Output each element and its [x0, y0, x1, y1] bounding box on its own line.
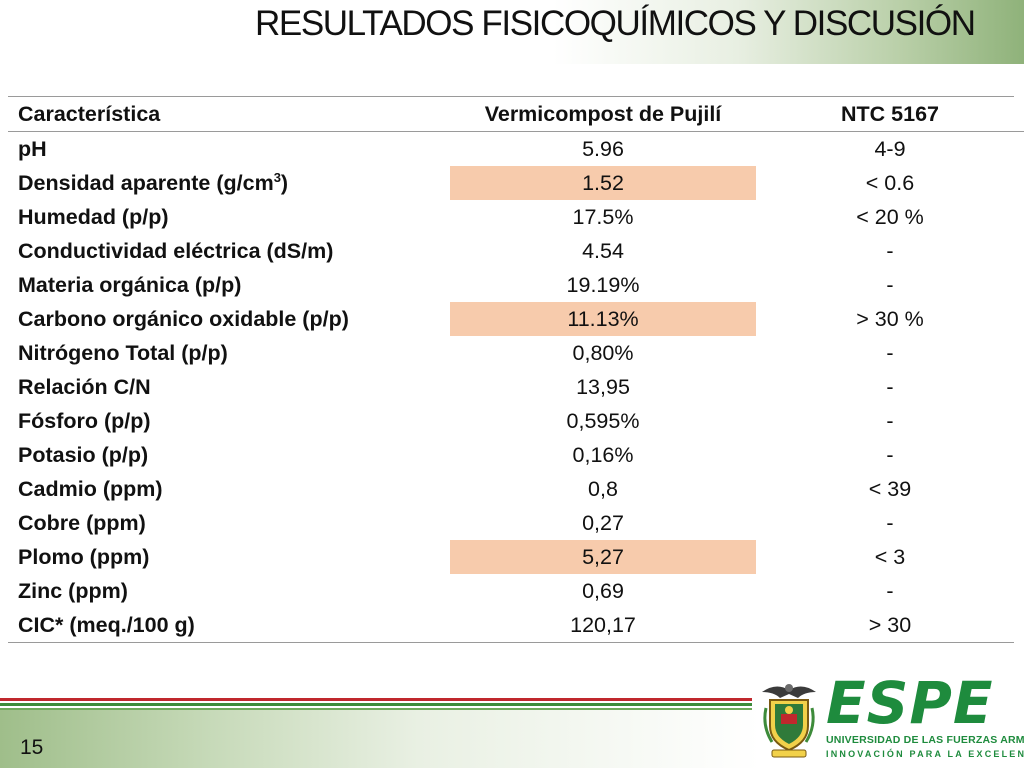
cell-ntc: -: [886, 375, 894, 399]
table-row: Materia orgánica (p/p) 19.19% -: [8, 268, 1024, 302]
cell-vermicompost-highlighted: 5,27: [450, 540, 756, 574]
cell-caracteristica: Conductividad eléctrica (dS/m): [18, 239, 334, 263]
cell-caracteristica: pH: [18, 137, 47, 161]
results-table-container: Característica Vermicompost de Pujilí NT…: [8, 96, 1024, 643]
slide-title: RESULTADOS FISICOQUÍMICOS Y DISCUSIÓN: [255, 4, 976, 43]
cell-vermicompost: 0,69: [582, 579, 624, 603]
cell-ntc: > 30: [868, 613, 912, 637]
cell-ntc: -: [886, 409, 894, 433]
table-row: Nitrógeno Total (p/p) 0,80% -: [8, 336, 1024, 370]
superscript-text: 3: [273, 169, 281, 185]
table-row: Cadmio (ppm) 0,8 < 39: [8, 472, 1024, 506]
cell-caracteristica: CIC* (meq./100 g): [18, 613, 195, 637]
cell-caracteristica: Humedad (p/p): [18, 205, 169, 229]
results-table: Característica Vermicompost de Pujilí NT…: [8, 97, 1024, 642]
cell-ntc: < 3: [874, 545, 906, 569]
cell-caracteristica: Potasio (p/p): [18, 443, 149, 467]
header-ntc: NTC 5167: [756, 97, 1024, 132]
table-row: Plomo (ppm) 5,27 < 3: [8, 540, 1024, 574]
cell-ntc: -: [886, 579, 894, 603]
cell-vermicompost: 17.5%: [572, 205, 634, 229]
table-row: Densidad aparente (g/cm3) 1.52 < 0.6: [8, 166, 1024, 200]
cell-ntc: -: [886, 239, 894, 263]
cell-caracteristica: Densidad aparente (g/cm3): [8, 166, 450, 200]
cell-ntc: > 30 %: [856, 307, 924, 331]
cell-ntc: -: [886, 511, 894, 535]
cell-caracteristica: Zinc (ppm): [18, 579, 128, 603]
cell-caracteristica-text-end: ): [280, 171, 289, 195]
header-caracteristica: Característica: [8, 97, 450, 132]
cell-vermicompost: 5.96: [582, 137, 624, 161]
footer-band: [0, 708, 760, 768]
table-row: pH 5.96 4-9: [8, 132, 1024, 167]
title-band: [0, 0, 1024, 64]
cell-ntc: 4-9: [874, 137, 906, 161]
cell-vermicompost: 0,595%: [566, 409, 640, 433]
cell-vermicompost-highlighted: 1.52: [450, 166, 756, 200]
cell-ntc: < 0.6: [865, 171, 915, 195]
cell-caracteristica: Fósforo (p/p): [18, 409, 151, 433]
cell-caracteristica: Nitrógeno Total (p/p): [18, 341, 228, 365]
cell-caracteristica: Carbono orgánico oxidable (p/p): [18, 307, 349, 331]
cell-vermicompost: 0,16%: [572, 443, 634, 467]
table-row: Conductividad eléctrica (dS/m) 4.54 -: [8, 234, 1024, 268]
cell-vermicompost: 120,17: [570, 613, 636, 637]
cell-caracteristica-text: Densidad aparente (g/cm: [18, 171, 274, 195]
cell-ntc: -: [886, 341, 894, 365]
cell-caracteristica: Cobre (ppm): [18, 511, 146, 535]
table-row: Humedad (p/p) 17.5% < 20 %: [8, 200, 1024, 234]
table-row: Relación C/N 13,95 -: [8, 370, 1024, 404]
cell-vermicompost: 0,8: [588, 477, 618, 501]
espe-logo-subtitle: UNIVERSIDAD DE LAS FUERZAS ARMADAS: [826, 734, 1024, 746]
cell-ntc: -: [886, 273, 894, 297]
cell-ntc: < 20 %: [856, 205, 924, 229]
cell-vermicompost: 19.19%: [566, 273, 640, 297]
table-row: Fósforo (p/p) 0,595% -: [8, 404, 1024, 438]
cell-vermicompost: 4.54: [582, 239, 624, 263]
table-row: Potasio (p/p) 0,16% -: [8, 438, 1024, 472]
cell-ntc: < 39: [868, 477, 912, 501]
footer-stripe-red: [0, 698, 752, 701]
cell-caracteristica: Cadmio (ppm): [18, 477, 163, 501]
table-row: Cobre (ppm) 0,27 -: [8, 506, 1024, 540]
cell-vermicompost: 0,80%: [572, 341, 634, 365]
espe-logo-text: ESPE: [826, 669, 994, 737]
cell-caracteristica: Plomo (ppm): [18, 545, 150, 569]
footer-stripe-light-green: [0, 708, 752, 710]
cell-vermicompost: 0,27: [582, 511, 624, 535]
header-vermicompost: Vermicompost de Pujilí: [450, 97, 756, 132]
table-row: CIC* (meq./100 g) 120,17 > 30: [8, 608, 1024, 642]
cell-ntc: -: [886, 443, 894, 467]
cell-caracteristica: Materia orgánica (p/p): [18, 273, 242, 297]
page-number: 15: [20, 736, 44, 759]
table-row: Carbono orgánico oxidable (p/p) 11.13% >…: [8, 302, 1024, 336]
cell-vermicompost-highlighted: 11.13%: [450, 302, 756, 336]
cell-vermicompost: 13,95: [576, 375, 630, 399]
table-row: Zinc (ppm) 0,69 -: [8, 574, 1024, 608]
espe-logo-tagline: INNOVACIÓN PARA LA EXCELENCIA: [826, 749, 1024, 759]
table-header-row: Característica Vermicompost de Pujilí NT…: [8, 97, 1024, 132]
footer-stripe-green: [0, 703, 752, 706]
university-crest-icon: [758, 678, 820, 760]
cell-caracteristica: Relación C/N: [18, 375, 151, 399]
